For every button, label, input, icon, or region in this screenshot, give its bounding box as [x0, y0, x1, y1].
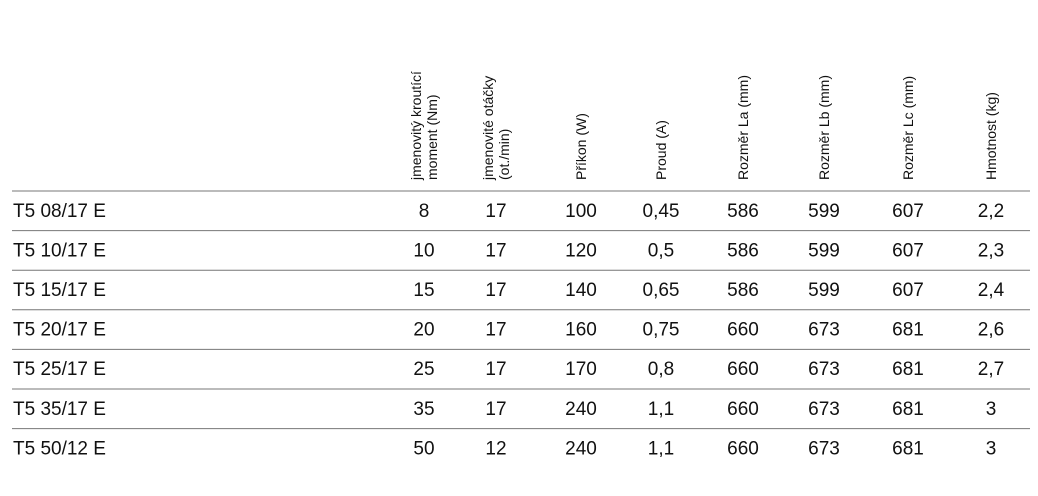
cell: 240: [565, 399, 597, 420]
cell: 100: [565, 201, 597, 222]
cell: 0,65: [643, 280, 680, 301]
cell: 599: [808, 240, 840, 261]
column-header: Rozměr La (mm): [735, 75, 751, 180]
cell: 0,5: [648, 240, 674, 261]
cell: 17: [485, 240, 506, 261]
column-header: jmenovité otáčky: [480, 76, 496, 181]
cell: 0,8: [648, 359, 674, 380]
cell: 673: [808, 359, 840, 380]
cell: 607: [892, 240, 924, 261]
cell: 673: [808, 399, 840, 420]
row-label: T5 35/17 E: [13, 399, 106, 420]
cell: 586: [727, 201, 759, 222]
row-label: T5 50/12 E: [13, 438, 106, 459]
cell: 2,7: [978, 359, 1004, 380]
cell: 599: [808, 280, 840, 301]
column-header: Příkon (W): [573, 113, 589, 180]
cell: 586: [727, 240, 759, 261]
cell: 681: [892, 399, 924, 420]
cell: 607: [892, 280, 924, 301]
cell: 2,3: [978, 240, 1004, 261]
row-label: T5 08/17 E: [13, 201, 106, 222]
cell: 20: [413, 320, 434, 341]
cell: 240: [565, 438, 597, 459]
cell: 673: [808, 320, 840, 341]
column-header: (ot./min): [496, 129, 512, 180]
cell: 2,4: [978, 280, 1005, 301]
cell: 1,1: [648, 438, 674, 459]
cell: 3: [986, 438, 997, 459]
cell: 17: [485, 320, 506, 341]
cell: 15: [413, 280, 434, 301]
cell: 681: [892, 438, 924, 459]
column-header: Proud (A): [653, 120, 669, 180]
cell: 660: [727, 399, 759, 420]
cell: 17: [485, 201, 506, 222]
cell: 660: [727, 359, 759, 380]
cell: 10: [413, 240, 434, 261]
cell: 681: [892, 359, 924, 380]
column-header: Rozměr Lb (mm): [816, 75, 832, 180]
cell: 1,1: [648, 399, 674, 420]
column-header: Hmotnost (kg): [983, 92, 999, 180]
cell: 17: [485, 399, 506, 420]
cell: 17: [485, 359, 506, 380]
row-label: T5 15/17 E: [13, 280, 106, 301]
row-label: T5 20/17 E: [13, 320, 106, 341]
cell: 607: [892, 201, 924, 222]
column-header: Rozměr Lc (mm): [900, 76, 916, 180]
cell: 170: [565, 359, 597, 380]
cell: 8: [419, 201, 430, 222]
cell: 2,6: [978, 320, 1004, 341]
cell: 35: [413, 399, 434, 420]
cell: 140: [565, 280, 597, 301]
column-header: jmenovitý kroutící: [408, 71, 424, 181]
cell: 660: [727, 438, 759, 459]
cell: 120: [565, 240, 597, 261]
row-label: T5 25/17 E: [13, 359, 106, 380]
cell: 0,75: [643, 320, 680, 341]
cell: 17: [485, 280, 506, 301]
cell: 673: [808, 438, 840, 459]
cell: 160: [565, 320, 597, 341]
cell: 586: [727, 280, 759, 301]
cell: 660: [727, 320, 759, 341]
row-label: T5 10/17 E: [13, 240, 106, 261]
cell: 681: [892, 320, 924, 341]
cell: 599: [808, 201, 840, 222]
cell: 50: [413, 438, 434, 459]
cell: 2,2: [978, 201, 1004, 222]
column-header: moment (Nm): [424, 94, 440, 180]
cell: 12: [485, 438, 506, 459]
cell: 3: [986, 399, 997, 420]
cell: 25: [413, 359, 434, 380]
cell: 0,45: [643, 201, 680, 222]
